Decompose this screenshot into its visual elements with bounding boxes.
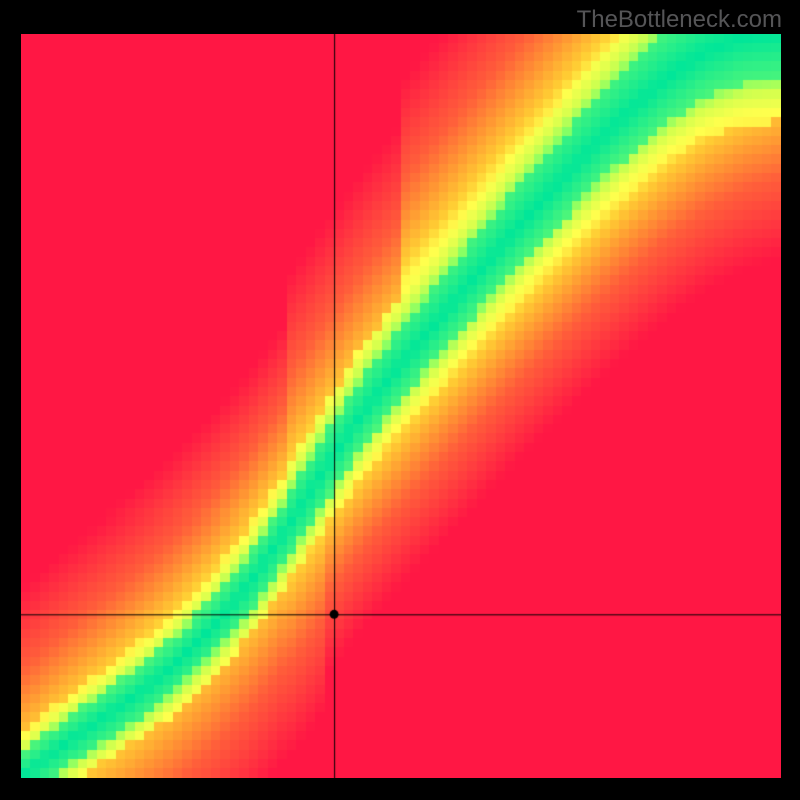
watermark-text: TheBottleneck.com bbox=[577, 6, 782, 34]
chart-container: TheBottleneck.com bbox=[0, 0, 800, 800]
bottleneck-heatmap bbox=[21, 34, 781, 778]
